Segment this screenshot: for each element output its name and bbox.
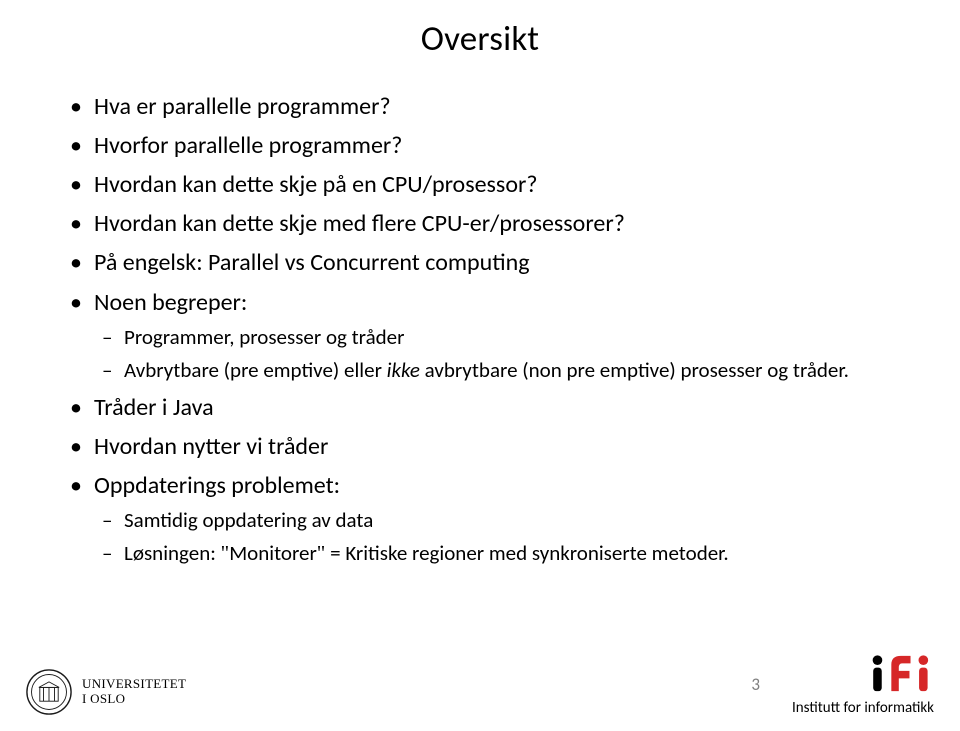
bullet-text: Hvordan kan dette skje med flere CPU-er/… (94, 209, 625, 238)
uio-logo: UNIVERSITETET I OSLO (26, 669, 186, 715)
sub-bullet-item: Løsningen: "Monitorer" = Kritiske region… (94, 539, 906, 568)
sub-bullet-item: Samtidig oppdatering av data (94, 506, 906, 535)
sub-bullet-list: Samtidig oppdatering av data Løsningen: … (94, 506, 906, 568)
sub-bullet-text-part: Løsningen: (124, 540, 221, 566)
sub-bullet-text-italic: ikke (387, 357, 420, 383)
bullet-list: Hva er parallelle programmer? Hvorfor pa… (66, 90, 906, 568)
sub-bullet-text: Samtidig oppdatering av data (124, 507, 373, 533)
sub-bullet-text-part: avbrytbare (non pre emptive) prosesser o… (420, 357, 849, 383)
uio-logo-text: UNIVERSITETET I OSLO (82, 677, 186, 707)
ifi-logo-icon (870, 653, 934, 693)
slide: Oversikt Hva er parallelle programmer? H… (0, 0, 960, 731)
bullet-item: Hvorfor parallelle programmer? (66, 129, 906, 162)
footer-text: Institutt for informatikk (792, 699, 934, 717)
bullet-text: Hvordan nytter vi tråder (94, 432, 328, 461)
uio-text-line1: UNIVERSITETET (82, 677, 186, 692)
bullet-item: Tråder i Java (66, 391, 906, 424)
bullet-item: Hvordan kan dette skje med flere CPU-er/… (66, 207, 906, 240)
bullet-item: Oppdaterings problemet: Samtidig oppdate… (66, 469, 906, 568)
slide-title: Oversikt (0, 18, 960, 60)
bullet-item: Hvordan kan dette skje på en CPU/prosess… (66, 168, 906, 201)
slide-content: Hva er parallelle programmer? Hvorfor pa… (66, 90, 906, 574)
bullet-text: Hva er parallelle programmer? (94, 92, 391, 121)
uio-text-line2: I OSLO (82, 692, 186, 707)
page-number: 3 (751, 674, 760, 695)
bullet-item: På engelsk: Parallel vs Concurrent compu… (66, 246, 906, 279)
sub-bullet-list: Programmer, prosesser og tråder Avbrytba… (94, 323, 906, 385)
bullet-item: Noen begreper: Programmer, prosesser og … (66, 286, 906, 385)
sub-bullet-text-part: Monitorer (229, 540, 317, 566)
bullet-item: Hva er parallelle programmer? (66, 90, 906, 123)
bullet-text: Tråder i Java (94, 393, 214, 422)
bullet-text: Hvordan kan dette skje på en CPU/prosess… (94, 170, 537, 199)
sub-bullet-text-part: Avbrytbare (pre emptive) eller (124, 357, 387, 383)
sub-bullet-text-part: = Kritiske regioner med synkroniserte me… (325, 540, 728, 566)
bullet-item: Hvordan nytter vi tråder (66, 430, 906, 463)
quote-mark: " (221, 541, 230, 565)
sub-bullet-item: Programmer, prosesser og tråder (94, 323, 906, 352)
bullet-text: Noen begreper: (94, 288, 247, 317)
bullet-text: Oppdaterings problemet: (94, 471, 340, 500)
bullet-text: Hvorfor parallelle programmer? (94, 131, 402, 160)
bullet-text: På engelsk: Parallel vs Concurrent compu… (94, 248, 530, 277)
uio-seal-icon (26, 669, 72, 715)
sub-bullet-text: Programmer, prosesser og tråder (124, 324, 404, 350)
sub-bullet-item: Avbrytbare (pre emptive) eller ikke avbr… (94, 356, 906, 385)
